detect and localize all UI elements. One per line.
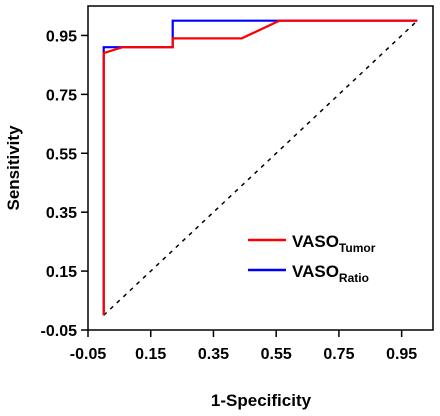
x-tick-label: 0.35 (198, 346, 229, 363)
y-tick-label: 0.15 (46, 264, 77, 281)
y-tick-label: 0.75 (46, 87, 77, 104)
y-axis-label: Sensitivity (4, 125, 23, 211)
legend-label-tumor: VASOTumor (292, 232, 376, 255)
y-tick-label: 0.55 (46, 146, 77, 163)
y-tick-label: -0.05 (41, 323, 78, 340)
x-axis-label: 1-Specificity (211, 391, 312, 410)
x-tick-label: 0.15 (135, 346, 166, 363)
ticks-layer: -0.05 0.15 0.35 0.55 0.75 0.95 -0.05 0.15 0.35 0.… (41, 28, 418, 363)
legend: VASOTumor VASORatio (248, 232, 376, 285)
y-tick-label: 0.35 (46, 205, 77, 222)
x-tick-label: 0.95 (386, 346, 417, 363)
series-line-tumor (102, 19, 418, 316)
x-tick-label: -0.05 (70, 346, 107, 363)
plot-frame (87, 5, 434, 331)
legend-label-ratio: VASORatio (292, 262, 369, 285)
series-layer (102, 19, 418, 316)
y-tick-label: 0.95 (46, 28, 77, 45)
x-tick-label: 0.55 (261, 346, 292, 363)
x-tick-label: 0.75 (323, 346, 354, 363)
